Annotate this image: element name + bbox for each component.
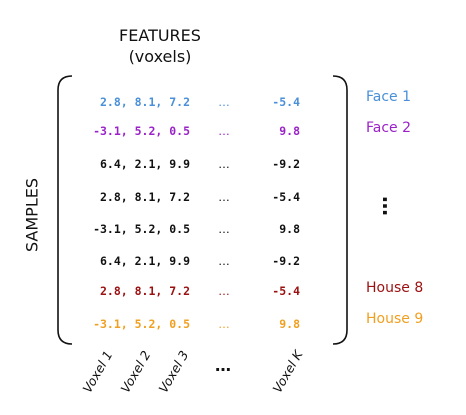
left-bracket-path: [57, 75, 73, 345]
row-values: -3.1, 5.2, 0.5: [93, 124, 190, 138]
row-last-value: 9.8: [279, 222, 300, 236]
row-ellipsis: …: [218, 284, 230, 298]
right-bracket-path: [332, 75, 348, 345]
features-subtitle: (voxels): [128, 47, 192, 66]
row-ellipsis: …: [218, 254, 230, 268]
row-ellipsis: …: [218, 222, 230, 236]
matrix-row: 2.8, 8.1, 7.2 … -5.4: [0, 281, 466, 301]
matrix-row: -3.1, 5.2, 0.5 … 9.8: [0, 314, 466, 334]
row-last-value: -5.4: [272, 95, 300, 109]
label-house-9: House 9: [366, 311, 424, 327]
matrix-row: 2.8, 8.1, 7.2 … -5.4: [0, 187, 466, 207]
row-ellipsis: …: [218, 190, 230, 204]
row-ellipsis: …: [218, 124, 230, 138]
label-face-1: Face 1: [366, 89, 412, 105]
row-values: 6.4, 2.1, 9.9: [99, 254, 190, 268]
row-last-value: 9.8: [279, 124, 300, 138]
label-house-8: House 8: [366, 280, 424, 296]
row-ellipsis: …: [218, 95, 230, 109]
matrix-row: -3.1, 5.2, 0.5 … 9.8: [0, 219, 466, 239]
row-values: 2.8, 8.1, 7.2: [99, 95, 190, 109]
matrix-row: -3.1, 5.2, 0.5 … 9.8: [0, 121, 466, 141]
row-values: -3.1, 5.2, 0.5: [93, 222, 190, 236]
row-values: 2.8, 8.1, 7.2: [99, 284, 190, 298]
row-ellipsis: …: [218, 157, 230, 171]
matrix-row: 6.4, 2.1, 9.9 … -9.2: [0, 251, 466, 271]
column-ellipsis: …: [215, 356, 231, 375]
row-values: 2.8, 8.1, 7.2: [99, 190, 190, 204]
row-values: 6.4, 2.1, 9.9: [99, 157, 190, 171]
label-face-2: Face 2: [366, 120, 412, 136]
row-last-value: -5.4: [272, 190, 300, 204]
matrix-row: 6.4, 2.1, 9.9 … -9.2: [0, 154, 466, 174]
row-last-value: -5.4: [272, 284, 300, 298]
row-last-value: -9.2: [272, 254, 300, 268]
row-values: -3.1, 5.2, 0.5: [93, 317, 190, 331]
vertical-ellipsis: …: [378, 196, 402, 212]
matrix-row: 2.8, 8.1, 7.2 … -5.4: [0, 92, 466, 112]
row-last-value: 9.8: [279, 317, 300, 331]
row-last-value: -9.2: [272, 157, 300, 171]
features-title: FEATURES: [119, 26, 201, 45]
row-ellipsis: …: [218, 317, 230, 331]
